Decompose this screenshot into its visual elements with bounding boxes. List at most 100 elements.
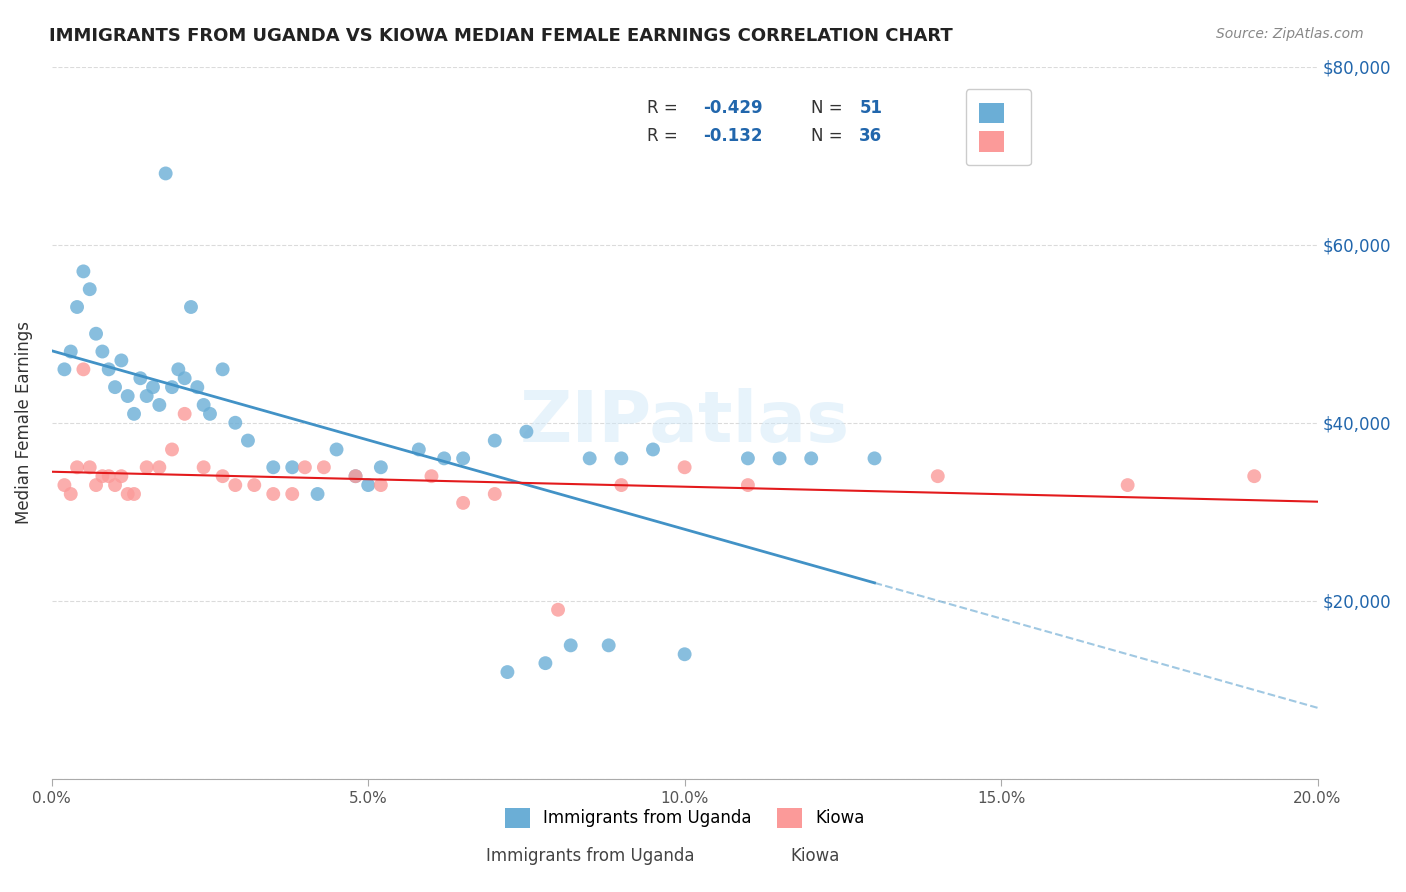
Point xyxy=(560,638,582,652)
Point xyxy=(72,264,94,278)
Point xyxy=(484,434,506,448)
Text: R =: R = xyxy=(647,99,683,117)
Point xyxy=(193,460,215,475)
Point xyxy=(148,460,170,475)
Text: N =: N = xyxy=(811,99,848,117)
Point xyxy=(737,451,759,466)
Point xyxy=(281,460,304,475)
Point xyxy=(863,451,886,466)
Point xyxy=(104,478,127,492)
Y-axis label: Median Female Earnings: Median Female Earnings xyxy=(15,321,32,524)
Point xyxy=(110,469,132,483)
Point xyxy=(142,380,165,394)
Point xyxy=(117,389,139,403)
Point xyxy=(312,460,335,475)
Point xyxy=(1243,469,1265,483)
Point xyxy=(66,300,89,314)
Point xyxy=(110,353,132,368)
Point xyxy=(224,478,246,492)
Point xyxy=(547,603,569,617)
Point xyxy=(117,487,139,501)
Point xyxy=(160,380,183,394)
Point xyxy=(451,496,474,510)
Point xyxy=(325,442,347,457)
Point xyxy=(198,407,221,421)
Legend: Immigrants from Uganda, Kiowa: Immigrants from Uganda, Kiowa xyxy=(498,801,872,835)
Text: Source: ZipAtlas.com: Source: ZipAtlas.com xyxy=(1216,27,1364,41)
Point xyxy=(534,656,557,670)
Point xyxy=(281,487,304,501)
Point xyxy=(91,469,114,483)
Point xyxy=(122,407,145,421)
Point xyxy=(484,487,506,501)
Point xyxy=(53,478,76,492)
Point xyxy=(515,425,537,439)
Text: R =: R = xyxy=(647,128,683,145)
Point xyxy=(173,407,195,421)
Point xyxy=(160,442,183,457)
Point xyxy=(673,647,696,661)
Point xyxy=(243,478,266,492)
Point xyxy=(84,478,107,492)
Point xyxy=(224,416,246,430)
Point xyxy=(53,362,76,376)
Point xyxy=(737,478,759,492)
Point xyxy=(610,451,633,466)
Point xyxy=(66,460,89,475)
Point xyxy=(357,478,380,492)
Text: ZIPatlas: ZIPatlas xyxy=(520,388,849,458)
Text: 51: 51 xyxy=(859,99,883,117)
Point xyxy=(673,460,696,475)
Point xyxy=(768,451,790,466)
Point xyxy=(59,344,82,359)
Text: Kiowa: Kiowa xyxy=(790,847,841,865)
Point xyxy=(262,460,284,475)
Point xyxy=(598,638,620,652)
Point xyxy=(79,460,101,475)
Point xyxy=(800,451,823,466)
Point xyxy=(262,487,284,501)
Point xyxy=(186,380,208,394)
Point xyxy=(148,398,170,412)
Point xyxy=(236,434,259,448)
Point xyxy=(122,487,145,501)
Text: Immigrants from Uganda: Immigrants from Uganda xyxy=(486,847,695,865)
Text: N =: N = xyxy=(811,128,848,145)
Point xyxy=(59,487,82,501)
Point xyxy=(104,380,127,394)
Text: 36: 36 xyxy=(859,128,883,145)
Point xyxy=(294,460,316,475)
Point xyxy=(97,469,120,483)
Point xyxy=(155,166,177,180)
Point xyxy=(180,300,202,314)
Point xyxy=(344,469,367,483)
Point xyxy=(496,665,519,679)
Point xyxy=(167,362,190,376)
Point xyxy=(451,451,474,466)
Point xyxy=(641,442,664,457)
Point xyxy=(1116,478,1139,492)
Text: -0.132: -0.132 xyxy=(703,128,763,145)
Point xyxy=(307,487,329,501)
Point xyxy=(91,344,114,359)
Point xyxy=(610,478,633,492)
Point xyxy=(173,371,195,385)
Point xyxy=(135,460,157,475)
Point xyxy=(370,460,392,475)
Point xyxy=(135,389,157,403)
Point xyxy=(420,469,443,483)
Point xyxy=(72,362,94,376)
Point xyxy=(211,362,233,376)
Point xyxy=(344,469,367,483)
Point xyxy=(193,398,215,412)
Point xyxy=(84,326,107,341)
Point xyxy=(408,442,430,457)
Point xyxy=(211,469,233,483)
Point xyxy=(129,371,152,385)
Point xyxy=(370,478,392,492)
Point xyxy=(433,451,456,466)
Point xyxy=(97,362,120,376)
Point xyxy=(79,282,101,296)
Point xyxy=(927,469,949,483)
Text: -0.429: -0.429 xyxy=(703,99,763,117)
